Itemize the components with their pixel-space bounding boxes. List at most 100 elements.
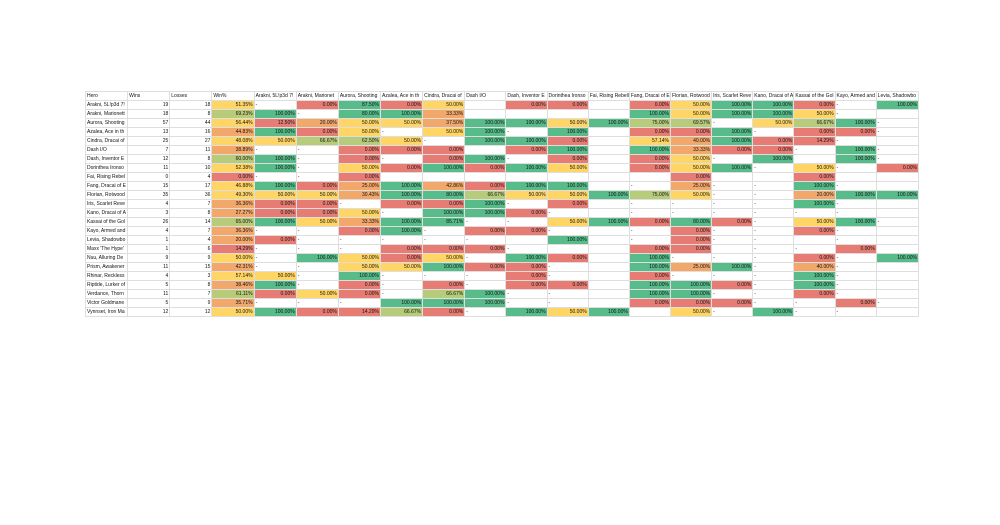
hero-name-cell[interactable]: Fang, Dracai of E bbox=[84, 181, 129, 191]
matchup-cell[interactable]: - bbox=[834, 289, 877, 299]
matchup-cell[interactable]: - bbox=[295, 226, 339, 236]
matchup-cell[interactable]: 87.50% bbox=[337, 100, 381, 110]
matchup-cell[interactable]: - bbox=[711, 235, 754, 245]
matchup-cell[interactable]: 0.00% bbox=[546, 154, 589, 164]
matchup-cell[interactable]: 62.50% bbox=[337, 136, 381, 146]
matchup-cell[interactable]: 100.00% bbox=[587, 190, 630, 200]
matchup-cell[interactable]: - bbox=[752, 163, 795, 173]
win-percent-cell[interactable]: 38.89% bbox=[211, 145, 255, 155]
losses-cell[interactable]: 8 bbox=[169, 154, 213, 164]
matchup-cell[interactable] bbox=[793, 235, 836, 245]
matchup-cell[interactable] bbox=[587, 280, 630, 290]
matchup-cell[interactable]: 100.00% bbox=[587, 217, 630, 227]
matchup-cell[interactable]: 25.00% bbox=[669, 181, 713, 191]
matchup-cell[interactable]: 0.00% bbox=[505, 226, 548, 236]
matchup-cell[interactable]: - bbox=[669, 271, 713, 281]
matchup-cell[interactable]: - bbox=[875, 145, 920, 155]
losses-cell[interactable]: 14 bbox=[169, 217, 213, 227]
win-percent-cell[interactable]: 50.00% bbox=[211, 307, 255, 317]
matchup-cell[interactable]: 100.00% bbox=[464, 199, 507, 209]
matchup-cell[interactable]: - bbox=[752, 127, 795, 137]
matchup-cell[interactable]: 0.00% bbox=[379, 100, 424, 110]
matchup-cell[interactable]: 14.29% bbox=[793, 136, 836, 146]
matchup-cell[interactable]: 0.00% bbox=[422, 145, 466, 155]
matchup-cell[interactable]: - bbox=[505, 154, 548, 164]
matchup-cell[interactable]: 100.00% bbox=[628, 289, 671, 299]
matchup-cell[interactable]: - bbox=[253, 298, 297, 308]
matchup-cell[interactable]: 0.00% bbox=[669, 244, 713, 254]
matchup-cell[interactable]: - bbox=[752, 199, 795, 209]
win-percent-cell[interactable]: 42.31% bbox=[211, 262, 255, 272]
matchup-cell[interactable]: - bbox=[752, 217, 795, 227]
wins-cell[interactable]: 5 bbox=[127, 280, 171, 290]
matchup-cell[interactable]: - bbox=[546, 289, 589, 299]
matchup-cell[interactable] bbox=[875, 262, 920, 272]
matchup-cell[interactable]: - bbox=[752, 181, 795, 191]
matchup-cell[interactable]: 100.00% bbox=[793, 199, 836, 209]
wins-cell[interactable]: 1 bbox=[127, 235, 171, 245]
matchup-cell[interactable]: 0.00% bbox=[546, 199, 589, 209]
matchup-cell[interactable] bbox=[587, 262, 630, 272]
matchup-cell[interactable]: 50.00% bbox=[295, 217, 339, 227]
matchup-cell[interactable]: 0.00% bbox=[628, 163, 671, 173]
matchup-cell[interactable] bbox=[875, 280, 920, 290]
matchup-cell[interactable] bbox=[587, 136, 630, 146]
win-percent-cell[interactable]: 48.08% bbox=[211, 136, 255, 146]
wins-cell[interactable]: 0 bbox=[127, 172, 171, 182]
matchup-cell[interactable]: - bbox=[834, 253, 877, 263]
losses-cell[interactable]: 12 bbox=[169, 307, 213, 317]
matchup-cell[interactable]: 0.00% bbox=[834, 127, 877, 137]
hero-name-cell[interactable]: Aurora, Shooting bbox=[84, 118, 129, 128]
matchup-cell[interactable]: 0.00% bbox=[546, 100, 589, 110]
matchup-cell[interactable]: - bbox=[669, 253, 713, 263]
wins-cell[interactable]: 18 bbox=[127, 109, 171, 119]
matchup-cell[interactable]: 100.00% bbox=[464, 118, 507, 128]
matchup-cell[interactable]: 50.00% bbox=[295, 190, 339, 200]
matchup-cell[interactable]: 0.00% bbox=[875, 163, 920, 173]
matchup-cell[interactable]: - bbox=[834, 226, 877, 236]
matchup-cell[interactable] bbox=[587, 181, 630, 191]
matchup-cell[interactable]: 100.00% bbox=[253, 307, 297, 317]
matchup-cell[interactable] bbox=[587, 145, 630, 155]
matchup-cell[interactable] bbox=[546, 244, 589, 254]
matchup-cell[interactable] bbox=[793, 154, 836, 164]
matchup-cell[interactable]: 50.00% bbox=[669, 163, 713, 173]
wins-cell[interactable]: 25 bbox=[127, 136, 171, 146]
matchup-cell[interactable]: 0.00% bbox=[253, 199, 297, 209]
matchup-cell[interactable]: - bbox=[505, 217, 548, 227]
matchup-cell[interactable]: 0.00% bbox=[379, 253, 424, 263]
matchup-cell[interactable]: 100.00% bbox=[253, 127, 297, 137]
matchup-cell[interactable]: 25.00% bbox=[669, 262, 713, 272]
matchup-cell[interactable]: - bbox=[875, 118, 920, 128]
matchup-cell[interactable]: 0.00% bbox=[295, 127, 339, 137]
win-percent-cell[interactable]: 0.00% bbox=[211, 172, 255, 182]
matchup-cell[interactable] bbox=[546, 172, 589, 182]
matchup-cell[interactable]: 0.00% bbox=[464, 181, 507, 191]
matchup-cell[interactable]: 100.00% bbox=[464, 298, 507, 308]
matchup-cell[interactable]: 100.00% bbox=[505, 163, 548, 173]
matchup-cell[interactable]: 0.00% bbox=[793, 127, 836, 137]
matchup-cell[interactable]: - bbox=[752, 235, 795, 245]
matchup-cell[interactable]: - bbox=[337, 235, 381, 245]
matchup-cell[interactable]: 0.00% bbox=[253, 235, 297, 245]
matchup-cell[interactable] bbox=[875, 226, 920, 236]
matchup-cell[interactable]: - bbox=[464, 280, 507, 290]
column-header[interactable]: Azalea, Ace in th bbox=[379, 91, 424, 101]
matchup-cell[interactable]: 100.00% bbox=[628, 109, 671, 119]
matchup-cell[interactable]: 12.50% bbox=[253, 118, 297, 128]
matchup-cell[interactable]: 33.33% bbox=[669, 145, 713, 155]
matchup-cell[interactable]: - bbox=[752, 280, 795, 290]
matchup-cell[interactable] bbox=[587, 226, 630, 236]
matchup-cell[interactable] bbox=[875, 109, 920, 119]
matchup-cell[interactable]: - bbox=[875, 127, 920, 137]
matchup-cell[interactable]: - bbox=[505, 244, 548, 254]
matchup-cell[interactable]: 100.00% bbox=[546, 181, 589, 191]
wins-cell[interactable]: 12 bbox=[127, 307, 171, 317]
hero-name-cell[interactable]: Azalea, Ace in th bbox=[84, 127, 129, 137]
matchup-cell[interactable]: - bbox=[752, 289, 795, 299]
column-header[interactable]: Kassai of the Gol bbox=[793, 91, 836, 101]
matchup-cell[interactable]: 0.00% bbox=[422, 199, 466, 209]
hero-name-cell[interactable]: Kayo, Armed and bbox=[84, 226, 129, 236]
win-percent-cell[interactable]: 36.36% bbox=[211, 226, 255, 236]
matchup-cell[interactable]: 50.00% bbox=[546, 217, 589, 227]
